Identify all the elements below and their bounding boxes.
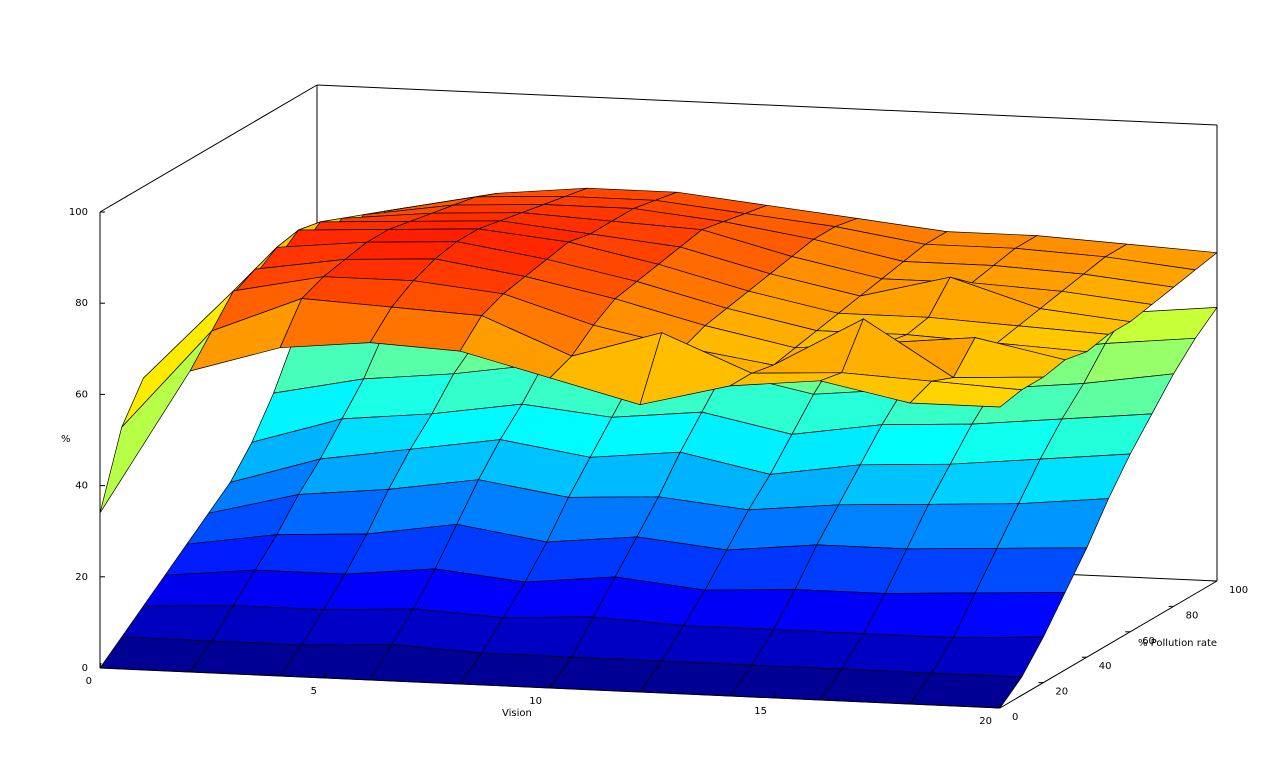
z-tick-label: 20 [75, 572, 88, 583]
y-tick-label: 20 [1055, 687, 1068, 698]
surface-facet [99, 330, 213, 514]
x-tick-mark [549, 682, 552, 689]
x-tick-mark [999, 702, 1002, 709]
z-tick-label: 60 [75, 389, 88, 400]
z-tick-label: 0 [82, 663, 88, 674]
z-tick-label: 80 [75, 298, 88, 309]
box-edge [999, 580, 1218, 709]
y-tick-label: 80 [1186, 610, 1199, 621]
x-tick-label: 5 [311, 686, 317, 697]
y-axis-label: % Pollution rate [1138, 638, 1217, 649]
surface-plot [99, 187, 1218, 709]
x-axis-label: Vision [502, 708, 532, 719]
y-tick-label: 40 [1099, 661, 1112, 672]
x-tick-mark [774, 692, 777, 699]
box-edge [99, 84, 318, 213]
tick-labels: 0 20 40 60 80 100 0 5 10 15 20 0 20 40 60 80 100 [69, 207, 1248, 727]
x-tick-mark [324, 672, 327, 679]
x-tick-label: 15 [754, 706, 767, 717]
x-tick-label: 0 [86, 676, 92, 687]
z-tick-label: 100 [69, 207, 88, 218]
y-tick-label: 60 [1142, 636, 1155, 647]
z-axis-label: % [61, 434, 71, 445]
y-tick-label: 100 [1229, 585, 1248, 596]
x-tick-mark [99, 662, 102, 669]
surface-facet [909, 380, 1023, 408]
box-edge [316, 84, 1218, 126]
x-tick-label: 20 [979, 716, 992, 727]
y-tick-label: 0 [1012, 712, 1018, 723]
z-tick-label: 40 [75, 481, 88, 492]
x-tick-label: 10 [529, 696, 542, 707]
